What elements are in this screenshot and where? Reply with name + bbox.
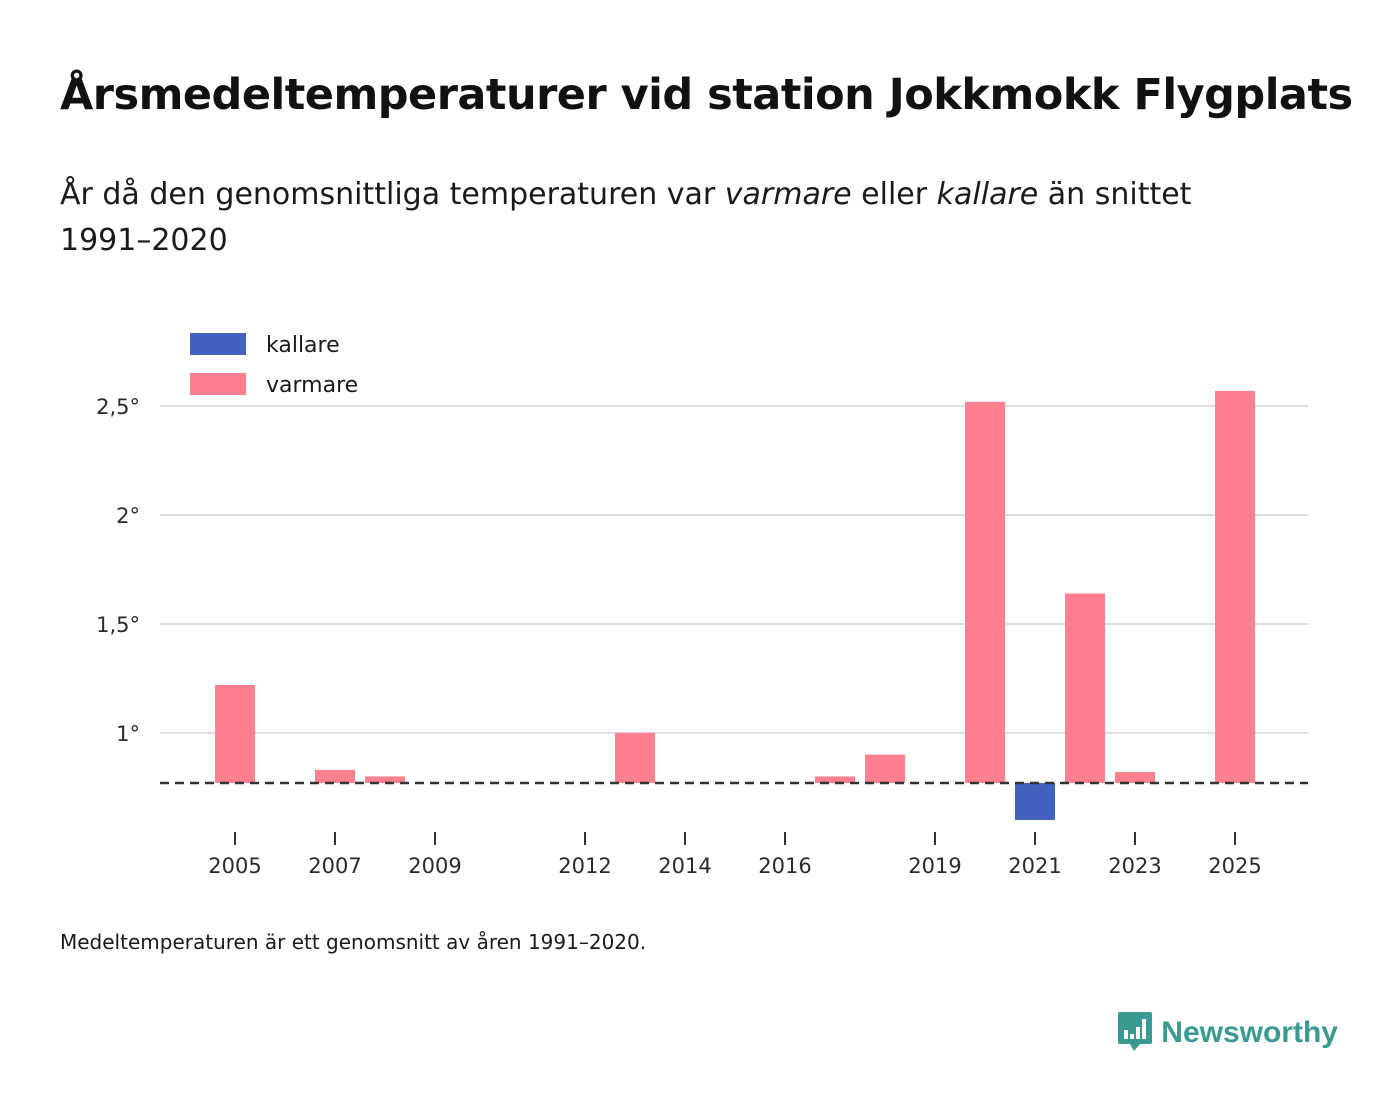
legend-label-cold: kallare [266, 333, 340, 358]
bar-chart: 1° 1,5° 2° 2,5° 2005 2007 2009 2012 2014 2016 2019… [96, 333, 1308, 878]
subtitle-suffix: än snittet 1991–2020 [60, 177, 1192, 258]
x-tick-label: 2012 [558, 854, 611, 878]
subtitle-prefix: År då den genomsnittliga temperaturen va… [60, 177, 725, 212]
bar-warm [815, 776, 855, 783]
legend-label-warm: varmare [266, 373, 358, 398]
x-tick-label: 2009 [408, 854, 461, 878]
bar-warm [615, 732, 655, 783]
x-tick-label: 2023 [1108, 854, 1161, 878]
x-tick-label: 2005 [208, 854, 261, 878]
bar-warm [1115, 772, 1155, 783]
legend-swatch-cold [190, 333, 246, 355]
x-tick-label: 2016 [758, 854, 811, 878]
subtitle-mid: eller [851, 177, 937, 212]
brand-name: Newsworthy [1161, 1016, 1338, 1049]
chart-subtitle: År då den genomsnittliga temperaturen va… [60, 172, 1280, 264]
subtitle-cold-word: kallare [936, 177, 1039, 212]
bar-warm [865, 754, 905, 783]
bar-cold [1015, 782, 1055, 820]
y-tick-label: 2,5° [96, 395, 140, 419]
bar-warm [1215, 390, 1255, 783]
footnote: Medeltemperaturen är ett genomsnitt av å… [60, 930, 647, 954]
bar-warm [965, 401, 1005, 783]
chart-title: Årsmedeltemperaturer vid station Jokkmok… [60, 70, 1353, 120]
x-tick-label: 2014 [658, 854, 711, 878]
bar-warm [1065, 593, 1105, 783]
x-tick-label: 2025 [1208, 854, 1261, 878]
x-tick-label: 2019 [908, 854, 961, 878]
y-tick-label: 2° [116, 504, 140, 528]
bar-chart-speech-icon [1117, 1010, 1153, 1056]
bar-warm [215, 684, 255, 783]
x-tick-label: 2021 [1008, 854, 1061, 878]
brand-logo: Newsworthy [1117, 1010, 1338, 1056]
bar-warm [365, 776, 405, 783]
y-tick-label: 1° [116, 722, 140, 746]
legend-swatch-warm [190, 373, 246, 395]
x-tick-label: 2007 [308, 854, 361, 878]
y-tick-label: 1,5° [96, 613, 140, 637]
subtitle-warm-word: varmare [724, 177, 852, 212]
bar-warm [315, 769, 355, 783]
